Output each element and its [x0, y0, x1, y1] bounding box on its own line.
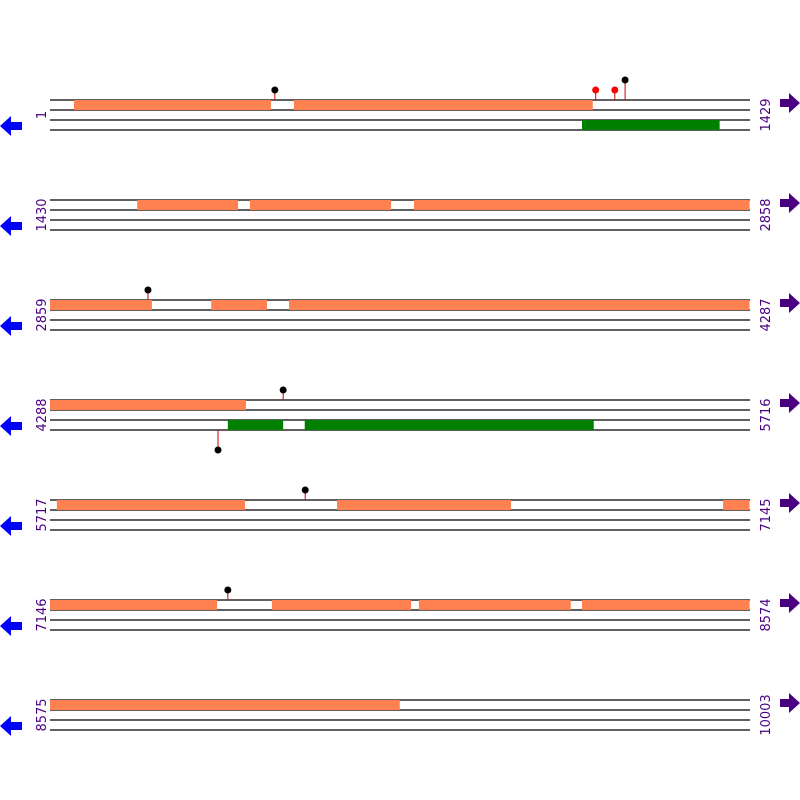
bottom-strand-feature[interactable]: [581, 120, 720, 130]
top-strand-feature[interactable]: [293, 100, 593, 110]
marker-dot[interactable]: [611, 86, 619, 94]
top-strand-feature[interactable]: [723, 500, 750, 510]
arrow-left-icon[interactable]: [0, 516, 22, 536]
top-strand-feature[interactable]: [50, 700, 400, 710]
marker-dot[interactable]: [592, 86, 600, 94]
arrow-left-icon[interactable]: [0, 216, 22, 236]
top-strand-feature[interactable]: [413, 200, 750, 210]
top-strand-feature[interactable]: [337, 500, 511, 510]
arrow-left-icon[interactable]: [0, 716, 22, 736]
row-end-label: 10003: [759, 694, 774, 735]
sequence-row: 7146 8574: [0, 586, 800, 636]
row-start-label: 1430: [35, 198, 50, 231]
top-strand-feature[interactable]: [56, 500, 245, 510]
top-strand-feature[interactable]: [289, 300, 750, 310]
marker-dot[interactable]: [144, 286, 152, 294]
arrow-right-icon[interactable]: [780, 293, 800, 313]
arrow-right-icon[interactable]: [780, 593, 800, 613]
row-start-label: 8575: [35, 698, 50, 731]
arrow-left-icon[interactable]: [0, 416, 22, 436]
row-end-label: 8574: [759, 598, 774, 631]
arrow-right-icon[interactable]: [780, 193, 800, 213]
top-strand-feature[interactable]: [581, 600, 750, 610]
row-end-label: 5716: [759, 398, 774, 431]
marker-dot[interactable]: [279, 386, 287, 394]
row-start-label: 5717: [35, 498, 50, 531]
top-strand-feature[interactable]: [249, 200, 391, 210]
row-end-label: 7145: [759, 498, 774, 531]
arrow-right-icon[interactable]: [780, 393, 800, 413]
arrow-left-icon[interactable]: [0, 616, 22, 636]
sequence-row: 1430 2858: [0, 193, 800, 236]
arrow-right-icon[interactable]: [780, 693, 800, 713]
row-end-label: 2858: [759, 198, 774, 231]
top-strand-feature[interactable]: [211, 300, 268, 310]
top-strand-feature[interactable]: [74, 100, 271, 110]
row-start-label: 1: [35, 111, 50, 119]
marker-dot[interactable]: [224, 586, 232, 594]
top-strand-feature[interactable]: [271, 600, 412, 610]
arrow-right-icon[interactable]: [780, 493, 800, 513]
sequence-row: 2859 4287: [0, 286, 800, 336]
top-strand-feature[interactable]: [50, 300, 152, 310]
marker-dot[interactable]: [621, 76, 629, 84]
row-end-label: 4287: [759, 298, 774, 331]
arrow-right-icon[interactable]: [780, 93, 800, 113]
sequence-row: 8575 10003: [0, 693, 800, 736]
sequence-row: 4288 5716: [0, 386, 800, 454]
row-start-label: 7146: [35, 598, 50, 631]
bottom-strand-feature[interactable]: [227, 420, 284, 430]
row-start-label: 2859: [35, 298, 50, 331]
row-end-label: 1429: [759, 98, 774, 131]
arrow-left-icon[interactable]: [0, 116, 22, 136]
sequence-row: 5717 7145: [0, 486, 800, 536]
top-strand-feature[interactable]: [50, 600, 218, 610]
bottom-strand-feature[interactable]: [304, 420, 594, 430]
sequence-row: 1 1429: [0, 76, 800, 136]
marker-dot[interactable]: [214, 446, 222, 454]
top-strand-feature[interactable]: [50, 400, 246, 410]
marker-dot[interactable]: [301, 486, 309, 494]
top-strand-feature[interactable]: [418, 600, 571, 610]
top-strand-feature[interactable]: [137, 200, 239, 210]
marker-dot[interactable]: [271, 86, 279, 94]
row-start-label: 4288: [35, 398, 50, 431]
arrow-left-icon[interactable]: [0, 316, 22, 336]
